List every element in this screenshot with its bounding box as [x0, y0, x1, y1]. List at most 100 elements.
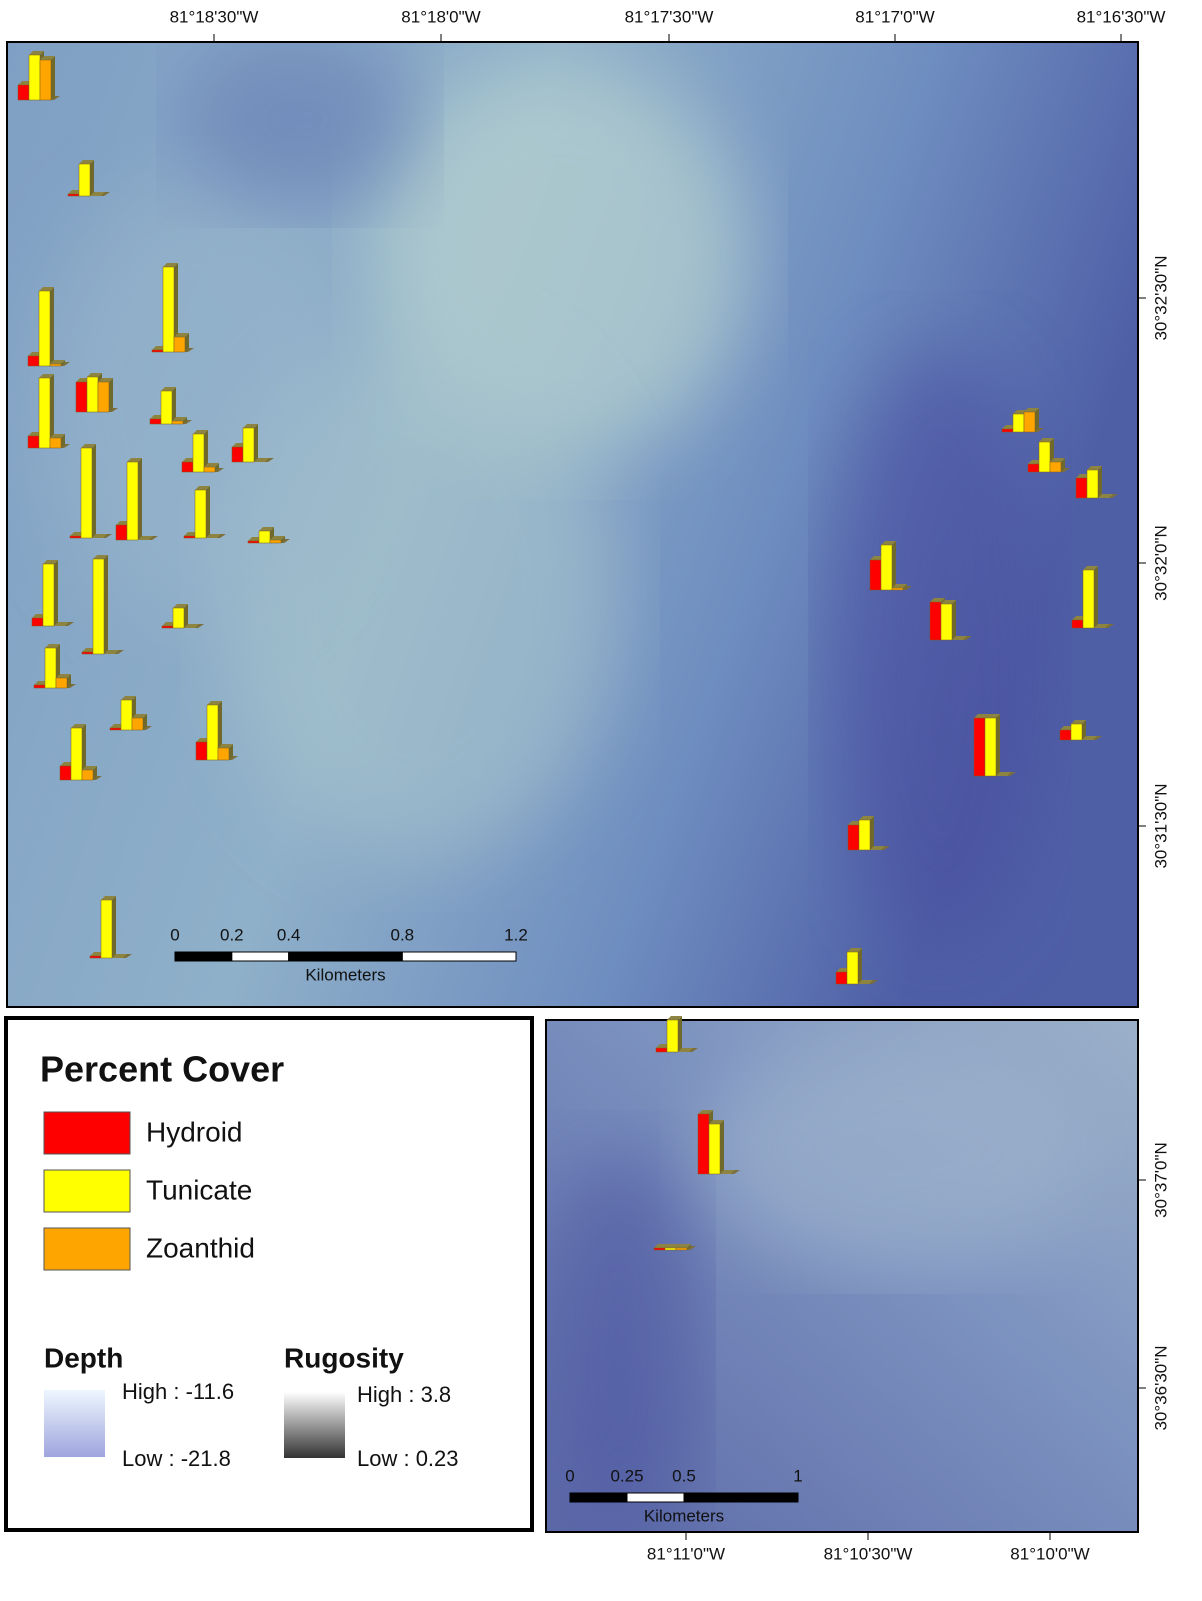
bar: [70, 536, 81, 538]
bar: [1071, 724, 1082, 740]
map-figure: Percent Cover Depth High : -11.6 Low : -…: [0, 0, 1202, 1596]
bar: [68, 194, 79, 196]
scale-bar-label: 1.2: [504, 925, 528, 944]
legend-swatch: [44, 1228, 130, 1270]
bar: [1039, 442, 1050, 472]
longitude-label: 81°16'30"W: [1077, 7, 1166, 26]
bar: [1087, 470, 1098, 498]
bar: [930, 602, 941, 640]
bar: [1083, 570, 1094, 628]
bar: [121, 700, 132, 730]
bar-side: [184, 604, 188, 628]
bar-side: [996, 714, 1000, 776]
depth-high: High : -11.6: [122, 1379, 234, 1404]
legend-swatch: [44, 1112, 130, 1154]
bar: [173, 608, 184, 628]
bar: [870, 560, 881, 590]
depth-ramp: [44, 1390, 105, 1457]
bar: [941, 604, 952, 640]
bar: [132, 718, 143, 730]
bar: [116, 525, 127, 540]
scale-bar-label: 0.5: [672, 1466, 696, 1485]
bar-side: [104, 555, 108, 654]
scale-bar-label: 0.4: [277, 925, 301, 944]
bar: [93, 559, 104, 654]
rugosity-title: Rugosity: [284, 1342, 404, 1373]
bar: [32, 618, 43, 626]
bar: [45, 648, 56, 688]
latitude-label: 30°32'0"N: [1151, 525, 1170, 601]
bar: [50, 438, 61, 448]
site-chart: [654, 1244, 696, 1250]
scale-bar-label: 1: [793, 1466, 802, 1485]
bar-side: [50, 287, 54, 366]
latitude-label: 30°36'30"N: [1151, 1345, 1170, 1430]
bar: [76, 382, 87, 412]
bar: [82, 652, 93, 654]
bar-side: [720, 1120, 724, 1174]
latitude-label: 30°32'30"N: [1151, 255, 1170, 340]
bar: [98, 382, 109, 412]
scale-bar-segment: [175, 952, 232, 961]
bar: [1024, 412, 1035, 432]
bar: [162, 626, 173, 628]
bar-side: [254, 424, 258, 462]
main-map-background: [7, 30, 1138, 1007]
bar: [1076, 478, 1087, 498]
bar: [28, 436, 39, 448]
bar: [1028, 464, 1039, 472]
bar: [127, 462, 138, 540]
legend-label: Zoanthid: [146, 1232, 255, 1263]
bar: [259, 531, 270, 543]
bar-side: [678, 1016, 682, 1052]
bar-side: [870, 816, 874, 850]
bar: [172, 421, 183, 424]
bar-side: [92, 444, 96, 538]
bar-side: [892, 541, 896, 590]
longitude-label: 81°10'0"W: [1010, 1544, 1089, 1563]
bar: [196, 742, 207, 760]
bar: [40, 60, 51, 100]
bar: [34, 685, 45, 688]
bar: [676, 1248, 687, 1250]
bar: [985, 718, 996, 776]
bar: [39, 291, 50, 366]
scale-bar-segment: [570, 1493, 627, 1502]
bar: [56, 678, 67, 688]
scale-bar-segment: [402, 952, 516, 961]
bar: [204, 467, 215, 472]
depth-low: Low : -21.8: [122, 1446, 231, 1471]
depth-title: Depth: [44, 1342, 123, 1373]
bar: [90, 956, 101, 958]
bar: [150, 419, 161, 424]
bar: [29, 55, 40, 100]
bar: [847, 952, 858, 984]
bar: [667, 1020, 678, 1052]
bar: [28, 356, 39, 366]
bar: [1002, 429, 1013, 432]
bar: [232, 447, 243, 462]
bar: [881, 545, 892, 590]
bar-side: [138, 458, 142, 540]
bar-side: [206, 486, 210, 538]
rugosity-low: Low : 0.23: [357, 1446, 459, 1471]
bar: [184, 536, 195, 538]
bar: [974, 718, 985, 776]
bar-side: [858, 948, 862, 984]
rugosity-high: High : 3.8: [357, 1382, 451, 1407]
bar: [698, 1114, 709, 1174]
scale-bar-segment: [684, 1493, 798, 1502]
bar: [859, 820, 870, 850]
latitude-label: 30°37'0"N: [1151, 1142, 1170, 1218]
legend-label: Hydroid: [146, 1116, 242, 1147]
longitude-label: 81°17'0"W: [855, 7, 934, 26]
bar: [207, 705, 218, 760]
bar-side: [112, 896, 116, 958]
scale-bar-label: 0.25: [610, 1466, 643, 1485]
bar: [82, 770, 93, 780]
bar: [193, 434, 204, 472]
scale-bar-segment: [289, 952, 403, 961]
rugosity-ramp: [284, 1392, 345, 1458]
bar: [110, 728, 121, 730]
bar: [101, 900, 112, 958]
